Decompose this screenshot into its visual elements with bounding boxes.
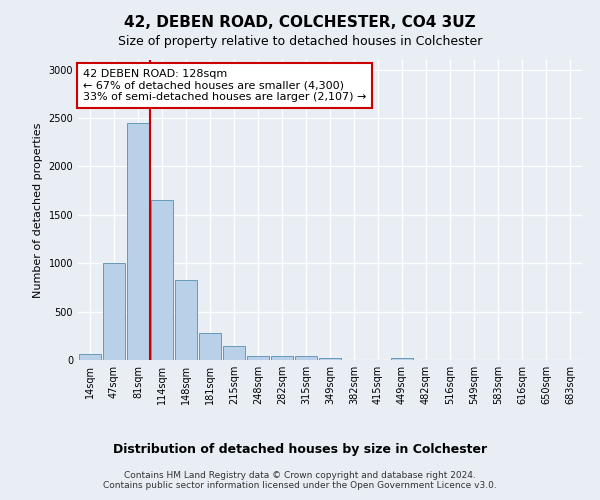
Text: Distribution of detached houses by size in Colchester: Distribution of detached houses by size … <box>113 442 487 456</box>
Bar <box>151 200 173 360</box>
Text: 42, DEBEN ROAD, COLCHESTER, CO4 3UZ: 42, DEBEN ROAD, COLCHESTER, CO4 3UZ <box>124 15 476 30</box>
Text: 42 DEBEN ROAD: 128sqm
← 67% of detached houses are smaller (4,300)
33% of semi-d: 42 DEBEN ROAD: 128sqm ← 67% of detached … <box>83 69 367 102</box>
Bar <box>199 334 221 360</box>
Text: Contains HM Land Registry data © Crown copyright and database right 2024.
Contai: Contains HM Land Registry data © Crown c… <box>103 470 497 490</box>
Bar <box>391 358 413 360</box>
Bar <box>127 123 149 360</box>
Bar <box>295 356 317 360</box>
Bar <box>103 263 125 360</box>
Text: Size of property relative to detached houses in Colchester: Size of property relative to detached ho… <box>118 35 482 48</box>
Bar <box>79 354 101 360</box>
Bar <box>319 358 341 360</box>
Bar <box>247 356 269 360</box>
Y-axis label: Number of detached properties: Number of detached properties <box>33 122 43 298</box>
Bar <box>271 356 293 360</box>
Bar <box>223 346 245 360</box>
Bar <box>175 280 197 360</box>
